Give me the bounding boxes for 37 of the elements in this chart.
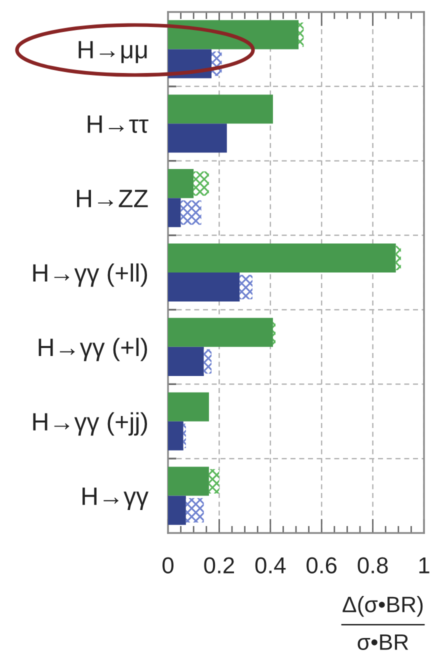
- bar: [168, 392, 209, 422]
- y-tick-label: H→μμ: [78, 41, 147, 64]
- bar: [183, 424, 186, 448]
- x-tick-label: 0.4: [255, 557, 286, 574]
- bar: [168, 496, 186, 525]
- bar: [168, 318, 273, 347]
- bar: [168, 198, 181, 228]
- bar: [168, 272, 240, 302]
- x-tick-label: 0.2: [204, 557, 234, 574]
- bar: [208, 469, 220, 494]
- y-tick-label: H→γγ (+l): [38, 338, 148, 362]
- bar: [168, 421, 184, 450]
- y-tick-label: H→γγ (+jj): [33, 412, 148, 436]
- bar: [396, 246, 401, 270]
- x-tick-label: 1: [419, 557, 430, 574]
- bar: [168, 94, 273, 124]
- bar: [240, 274, 252, 300]
- bar: [180, 200, 202, 225]
- y-tick-label: H→γγ: [82, 488, 148, 510]
- bar: [194, 171, 209, 196]
- bar: [168, 124, 227, 153]
- x-tick-label: 0.8: [358, 557, 388, 574]
- bar: [168, 243, 396, 272]
- y-tick-label: H→γγ (+ll): [33, 263, 148, 287]
- y-tick-label: H→ZZ: [77, 190, 148, 208]
- bar: [298, 22, 304, 47]
- bar: [204, 349, 212, 374]
- x-axis-title: Δ(σ•BR) σ•BR: [342, 596, 423, 650]
- bar: [168, 346, 204, 376]
- bar: [272, 320, 276, 345]
- x-tick-label: 0: [162, 557, 174, 574]
- bar: [168, 20, 299, 50]
- bar: [186, 498, 204, 522]
- x-tick-label: 0.6: [306, 557, 337, 574]
- y-tick-label: H→ττ: [88, 116, 148, 133]
- bar: [168, 169, 194, 198]
- bar: [168, 466, 209, 496]
